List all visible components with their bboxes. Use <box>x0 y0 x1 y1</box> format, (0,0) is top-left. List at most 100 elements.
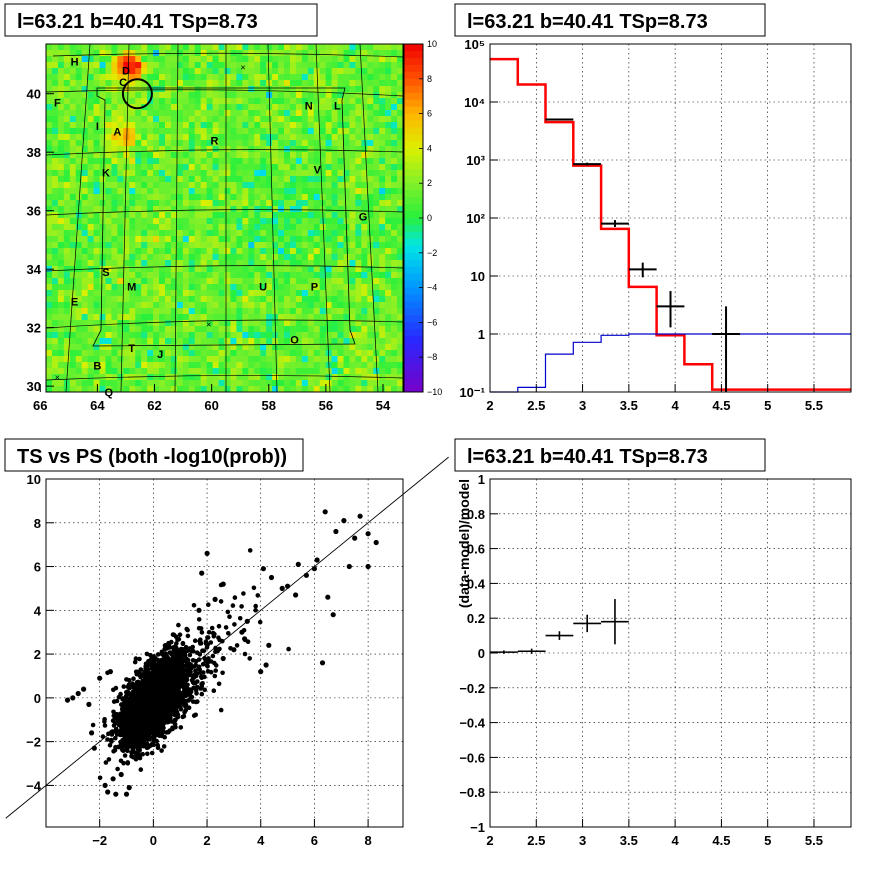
heatmap-cell <box>379 62 386 69</box>
heatmap-cell <box>397 200 404 207</box>
heatmap-cell <box>212 224 219 231</box>
heatmap-cell <box>57 140 65 147</box>
heatmap-cell <box>153 326 160 333</box>
heatmap-cell <box>170 170 178 177</box>
heatmap-cell <box>135 110 142 117</box>
heatmap-cell <box>361 206 368 213</box>
heatmap-cell <box>218 278 225 285</box>
heatmap-cell <box>361 350 368 357</box>
heatmap-cell <box>260 254 267 261</box>
heatmap-cell <box>135 158 142 165</box>
heatmap-cell <box>111 308 118 315</box>
heatmap-cell <box>51 62 59 69</box>
heatmap-cell <box>153 296 160 303</box>
heatmap-cell <box>212 362 219 369</box>
heatmap-cell <box>385 140 392 147</box>
heatmap-cell <box>69 386 77 393</box>
heatmap-cell <box>188 206 196 213</box>
heatmap-cell <box>111 146 118 153</box>
heatmap-cell <box>135 224 142 231</box>
heatmap-cell <box>254 80 261 87</box>
heatmap-cell <box>212 110 219 117</box>
heatmap-cell <box>218 368 225 375</box>
heatmap-cell <box>343 296 350 303</box>
heatmap-cell <box>248 44 255 51</box>
heatmap-cell <box>123 176 130 183</box>
heatmap-cell <box>289 68 297 75</box>
heatmap-cell <box>307 68 315 75</box>
heatmap-cell <box>194 128 202 135</box>
heatmap-cell <box>373 272 380 279</box>
heatmap-cell <box>278 236 285 243</box>
heatmap-cell <box>331 116 338 123</box>
heatmap-cell <box>194 380 202 387</box>
heatmap-cell <box>254 140 261 147</box>
heatmap-cell <box>349 212 356 219</box>
heatmap-cell <box>218 188 225 195</box>
heatmap-cell <box>266 236 273 243</box>
heatmap-cell <box>153 254 160 261</box>
heatmap-cell <box>57 224 65 231</box>
heatmap-cell <box>153 356 160 363</box>
heatmap-cell <box>266 278 273 285</box>
heatmap-cell <box>123 236 130 243</box>
heatmap-cell <box>278 350 285 357</box>
heatmap-cell <box>230 128 237 135</box>
heatmap-cell <box>230 278 237 285</box>
heatmap-cell <box>379 86 386 93</box>
heatmap-cell <box>170 368 178 375</box>
heatmap-cell <box>206 374 213 381</box>
heatmap-cell <box>123 128 130 135</box>
heatmap-cell <box>272 140 279 147</box>
heatmap-cell <box>391 374 398 381</box>
heatmap-cell <box>46 110 53 117</box>
heatmap-cell <box>266 164 273 171</box>
heatmap-cell <box>307 272 315 279</box>
heatmap-cell <box>224 80 231 87</box>
scatter-point <box>159 748 164 753</box>
heatmap-cell <box>188 362 196 369</box>
heatmap-cell <box>248 212 255 219</box>
heatmap-cell <box>230 290 237 297</box>
heatmap-cell <box>355 188 362 195</box>
heatmap-cell <box>87 176 94 183</box>
heatmap-cell <box>200 80 208 87</box>
heatmap-cell <box>307 50 315 57</box>
heatmap-cell <box>301 134 309 141</box>
heatmap-cell <box>397 224 404 231</box>
heatmap-cell <box>182 146 190 153</box>
heatmap-cell <box>194 374 202 381</box>
heatmap-cell <box>99 374 106 381</box>
heatmap-cell <box>349 236 356 243</box>
heatmap-cell <box>224 128 231 135</box>
heatmap-cell <box>313 200 321 207</box>
heatmap-cell <box>260 206 267 213</box>
heatmap-cell <box>278 44 285 51</box>
heatmap-cell <box>165 56 172 63</box>
heatmap-cell <box>325 176 332 183</box>
heatmap-cell <box>212 146 219 153</box>
heatmap-cell <box>135 260 142 267</box>
colorbar-segment <box>404 245 423 254</box>
heatmap-cell <box>284 320 291 327</box>
heatmap-cell <box>182 224 190 231</box>
heatmap-cell <box>159 254 166 261</box>
heatmap-cell <box>319 344 327 351</box>
heatmap-cell <box>159 122 166 129</box>
heatmap-cell <box>153 308 160 315</box>
heatmap-cell <box>93 74 100 81</box>
heatmap-cell <box>111 140 118 147</box>
heatmap-cell <box>111 110 118 117</box>
heatmap-cell <box>373 308 380 315</box>
heatmap-cell <box>188 110 196 117</box>
heatmap-cell <box>236 170 243 177</box>
heatmap-cell <box>153 302 160 309</box>
heatmap-cell <box>87 242 94 249</box>
heatmap-cell <box>254 242 261 249</box>
heatmap-cell <box>385 110 392 117</box>
heatmap-cell <box>313 272 321 279</box>
heatmap-cell <box>349 386 356 393</box>
heatmap-cell <box>397 338 404 345</box>
heatmap-cell <box>307 182 315 189</box>
heatmap-cell <box>159 350 166 357</box>
